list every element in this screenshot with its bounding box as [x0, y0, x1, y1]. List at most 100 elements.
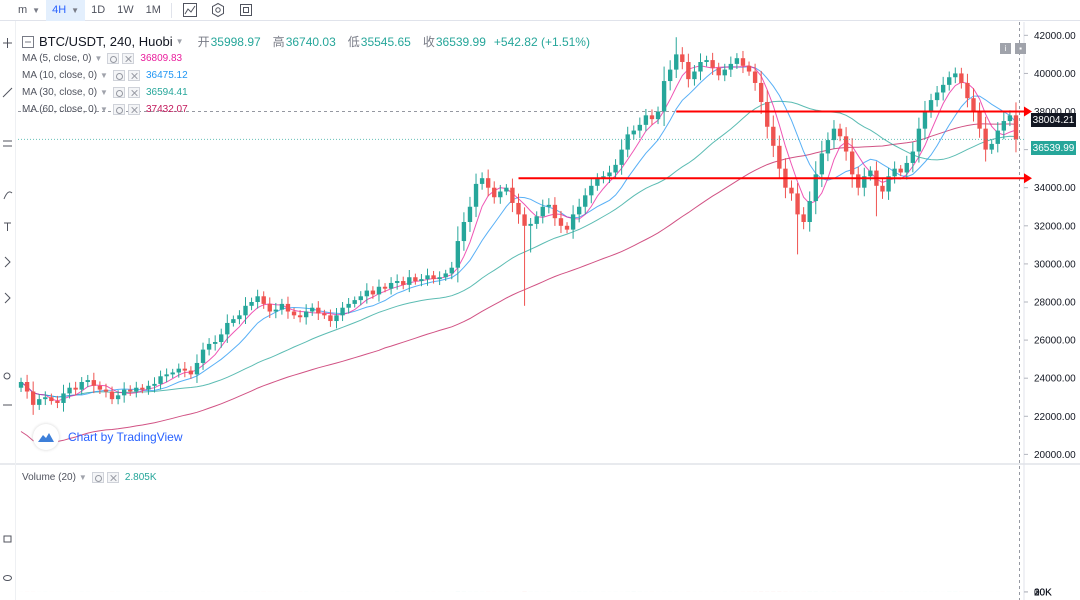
settings-icon[interactable]: [112, 104, 125, 115]
volume-tick-label: 30K: [1034, 587, 1052, 598]
compare-button[interactable]: [232, 0, 260, 21]
brush-icon[interactable]: [3, 191, 13, 200]
chevron-down-icon[interactable]: ▼: [100, 88, 108, 97]
candle-body: [1013, 115, 1019, 140]
maximize-icon[interactable]: ▪: [1015, 43, 1026, 54]
candle-body: [558, 218, 564, 226]
candle-body: [152, 383, 157, 386]
close-icon[interactable]: [106, 472, 119, 483]
candle-body: [734, 58, 740, 64]
chevron-down-icon[interactable]: ▼: [94, 54, 103, 63]
candle-body: [637, 124, 643, 131]
lock-icon[interactable]: [3, 535, 12, 543]
settings-icon[interactable]: [112, 87, 125, 98]
candle-body: [534, 216, 539, 224]
symbol-title[interactable]: BTC/USDT, 240, Huobi: [39, 34, 173, 49]
settings-icon[interactable]: [112, 70, 125, 81]
price-tick-label: 30000.00: [1034, 259, 1076, 270]
candle-body: [661, 81, 667, 112]
candle-body: [977, 111, 982, 129]
bar-style-button[interactable]: [176, 0, 204, 21]
candle-body: [285, 303, 291, 312]
candle-body: [85, 380, 90, 382]
close-value: 36539.99: [435, 34, 486, 49]
candle-body: [983, 128, 988, 150]
chevron-down-icon[interactable]: ▼: [78, 473, 87, 482]
chevron-down-icon[interactable]: ▼: [175, 37, 184, 46]
ma-label: MA (30, close, 0): [22, 87, 98, 98]
candle-body: [176, 368, 181, 373]
candle-body: [49, 397, 54, 402]
eye-icon[interactable]: [3, 575, 12, 581]
candle-body: [364, 290, 370, 297]
low-label: 低: [347, 35, 360, 49]
candle-body: [437, 277, 442, 280]
timeframe-1d-button[interactable]: 1D: [85, 0, 111, 21]
candle-body: [522, 214, 527, 226]
toolbar-divider: [170, 2, 172, 18]
candle-body: [279, 303, 285, 310]
candle-body: [825, 140, 831, 154]
candle-body: [158, 376, 163, 384]
close-icon[interactable]: [127, 70, 140, 81]
volume-value: 2.805K: [124, 472, 157, 483]
indicators-button[interactable]: [204, 0, 232, 21]
candle-body: [807, 201, 812, 222]
close-icon[interactable]: [127, 104, 140, 115]
pattern-icon[interactable]: [4, 256, 11, 268]
candle-body: [479, 178, 485, 184]
ma-value: 37432.07: [145, 104, 188, 115]
close-label: 收: [422, 35, 435, 49]
chevron-down-icon[interactable]: ▼: [100, 105, 108, 114]
candle-body: [61, 393, 66, 403]
high-label: 高: [272, 35, 285, 49]
candle-body: [334, 315, 339, 322]
candle-body: [267, 303, 272, 312]
close-icon[interactable]: [122, 53, 135, 64]
candle-body: [928, 100, 934, 112]
candle-body: [200, 349, 206, 363]
trend-line-icon[interactable]: [2, 87, 13, 98]
candle-body: [740, 58, 746, 66]
price-tick-label: 38000.00: [1034, 107, 1076, 118]
candle-body: [795, 193, 800, 215]
candle-body: [940, 84, 946, 93]
timeframe-4h-dropdown[interactable]: 4H ▼: [46, 0, 86, 21]
text-icon[interactable]: [4, 222, 11, 231]
candle-body: [995, 130, 1000, 144]
price-tick-label: 26000.00: [1034, 336, 1076, 347]
candle-body: [79, 382, 84, 390]
tradingview-watermark[interactable]: Chart by TradingView: [33, 424, 183, 450]
timeframe-1m-button[interactable]: 1M: [140, 0, 167, 21]
price-tick-label: 42000.00: [1034, 31, 1076, 42]
candle-body: [528, 223, 533, 226]
timeframe-minutes-dropdown[interactable]: m ▼: [0, 0, 46, 21]
candle-body: [989, 143, 994, 150]
change-value: +542.82 (+1.51%): [493, 34, 590, 49]
candle-body: [115, 395, 121, 400]
ma-5-legend: MA (5, close, 0) ▼ 36809.83: [22, 53, 182, 64]
zoom-icon[interactable]: [3, 372, 11, 380]
candle-body: [322, 313, 327, 316]
measure-icon[interactable]: [4, 292, 11, 304]
candle-body: [340, 307, 345, 316]
candle-body: [916, 128, 922, 152]
info-icon[interactable]: i: [1000, 43, 1011, 54]
collapse-icon[interactable]: [22, 35, 34, 48]
candle-body: [419, 279, 424, 282]
timeframe-1w-button[interactable]: 1W: [111, 0, 140, 21]
settings-icon[interactable]: [91, 472, 104, 483]
chevron-down-icon[interactable]: ▼: [100, 71, 108, 80]
candle-body: [746, 65, 752, 72]
chevron-down-icon: ▼: [32, 5, 41, 15]
candle-body: [291, 311, 297, 316]
close-icon[interactable]: [127, 87, 140, 98]
crosshair-icon[interactable]: [3, 38, 12, 48]
candle-body: [382, 286, 388, 289]
candle-body: [140, 387, 145, 390]
fib-icon[interactable]: [3, 140, 12, 147]
settings-icon[interactable]: [107, 53, 120, 64]
ma-30-legend: MA (30, close, 0) ▼ 36594.41: [22, 87, 188, 98]
candle-body: [722, 69, 727, 76]
